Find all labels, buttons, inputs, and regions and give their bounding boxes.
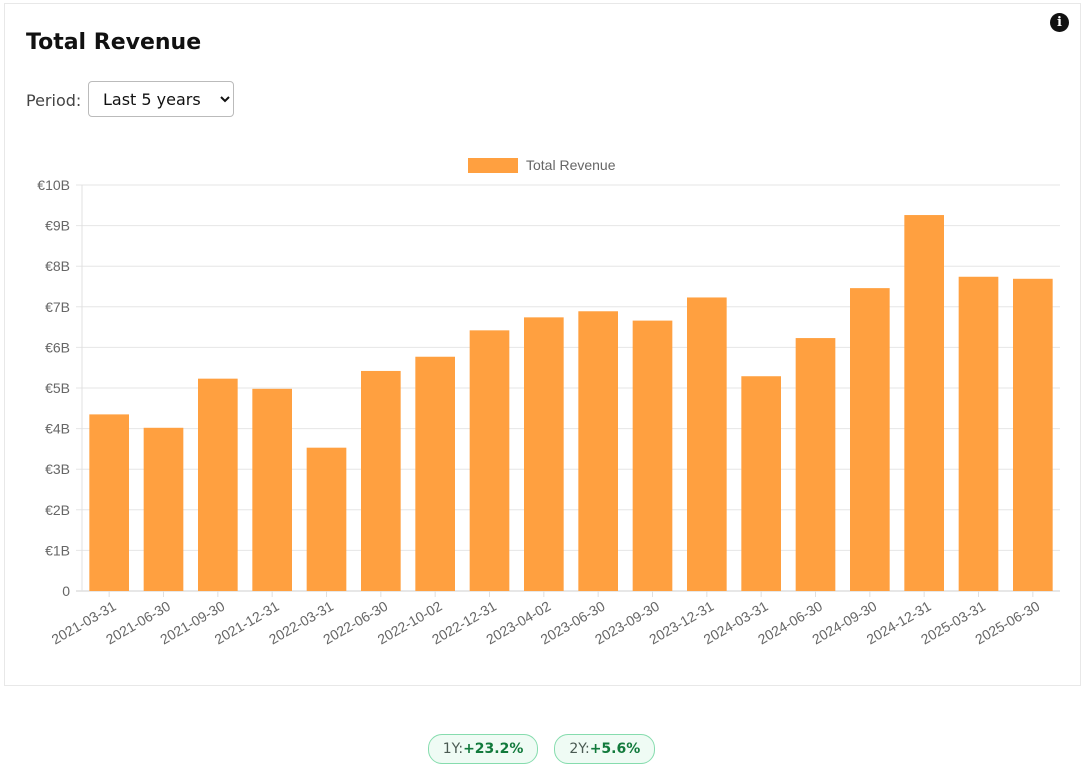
bar <box>469 330 510 591</box>
badge-1y-label: 1Y: <box>442 741 464 757</box>
period-label: Period: <box>26 91 82 110</box>
bar <box>89 414 129 591</box>
period-select[interactable]: Last 5 years <box>88 81 234 117</box>
y-tick-label: €1B <box>45 542 70 558</box>
bar <box>741 376 781 591</box>
growth-badge-2y: 2Y:+5.6% <box>554 734 656 764</box>
y-tick-label: €6B <box>45 339 70 355</box>
bar <box>578 311 618 591</box>
badge-2y-value: +5.6% <box>589 741 641 757</box>
bar <box>361 370 401 591</box>
y-tick-label: €7B <box>45 299 70 315</box>
bar <box>143 427 184 591</box>
bar <box>415 356 455 591</box>
y-tick-label: €3B <box>45 461 70 477</box>
bar <box>904 215 944 591</box>
bar <box>687 297 727 591</box>
y-tick-label: 0 <box>62 583 70 599</box>
bar <box>958 276 999 591</box>
revenue-chart: 0€1B€2B€3B€4B€5B€6B€7B€8B€9B€10B2021-03-… <box>37 157 1060 647</box>
page-title: Total Revenue <box>26 30 202 55</box>
bar <box>198 378 238 591</box>
y-tick-label: €9B <box>45 218 70 234</box>
bar <box>524 317 564 591</box>
bar <box>1013 278 1053 591</box>
y-tick-label: €4B <box>45 421 70 437</box>
bar <box>252 388 292 591</box>
legend-swatch <box>468 158 518 173</box>
growth-badges: 1Y:+23.2% 2Y:+5.6% <box>0 734 1083 764</box>
badge-2y-label: 2Y: <box>569 741 590 757</box>
info-icon[interactable]: i <box>1050 13 1069 32</box>
bar <box>795 338 836 591</box>
y-tick-label: €5B <box>45 380 70 396</box>
growth-badge-1y: 1Y:+23.2% <box>427 734 539 764</box>
bar <box>850 288 890 591</box>
y-tick-label: €8B <box>45 258 70 274</box>
bar <box>306 447 347 591</box>
y-tick-label: €10B <box>37 177 70 193</box>
bar <box>632 320 673 591</box>
legend-label: Total Revenue <box>526 157 616 173</box>
badge-1y-value: +23.2% <box>463 741 524 757</box>
y-tick-label: €2B <box>45 502 70 518</box>
